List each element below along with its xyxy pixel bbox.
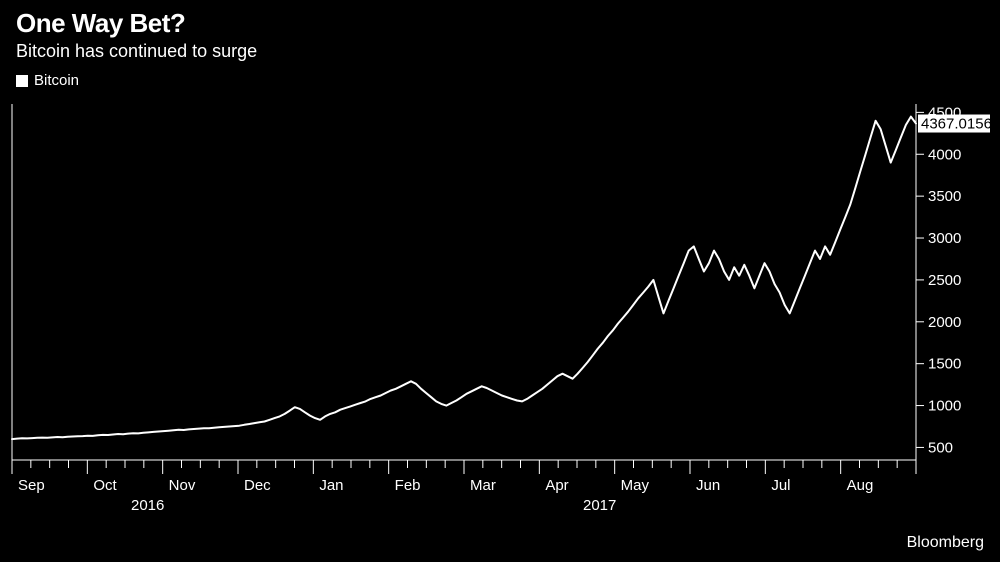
svg-text:Mar: Mar [470,477,496,494]
chart-area: 50010001500200025003000350040004500SepOc… [8,100,992,520]
attribution-label: Bloomberg [907,534,984,552]
svg-text:Sep: Sep [18,477,45,494]
svg-text:2500: 2500 [928,272,961,289]
chart-title: One Way Bet? [16,8,984,39]
chart-subtitle: Bitcoin has continued to surge [16,41,984,62]
svg-text:3000: 3000 [928,230,961,247]
svg-text:3500: 3500 [928,188,961,205]
chart-header: One Way Bet? Bitcoin has continued to su… [0,0,1000,66]
svg-text:May: May [621,477,650,494]
legend-label: Bitcoin [34,72,79,89]
svg-text:500: 500 [928,439,953,456]
svg-text:Jun: Jun [696,477,720,494]
svg-text:Aug: Aug [847,477,874,494]
svg-text:2016: 2016 [131,497,164,514]
svg-text:Nov: Nov [169,477,196,494]
svg-text:4367.0156: 4367.0156 [921,116,992,133]
svg-text:4000: 4000 [928,146,961,163]
svg-text:Jul: Jul [771,477,790,494]
legend-swatch [16,75,28,87]
svg-text:Dec: Dec [244,477,271,494]
svg-text:Feb: Feb [395,477,421,494]
svg-text:Oct: Oct [93,477,117,494]
svg-text:Jan: Jan [319,477,343,494]
svg-text:1500: 1500 [928,356,961,373]
svg-text:2017: 2017 [583,497,616,514]
svg-text:Apr: Apr [545,477,568,494]
svg-text:2000: 2000 [928,314,961,331]
svg-text:1000: 1000 [928,398,961,415]
chart-legend: Bitcoin [0,66,1000,93]
line-chart-svg: 50010001500200025003000350040004500SepOc… [8,100,992,520]
